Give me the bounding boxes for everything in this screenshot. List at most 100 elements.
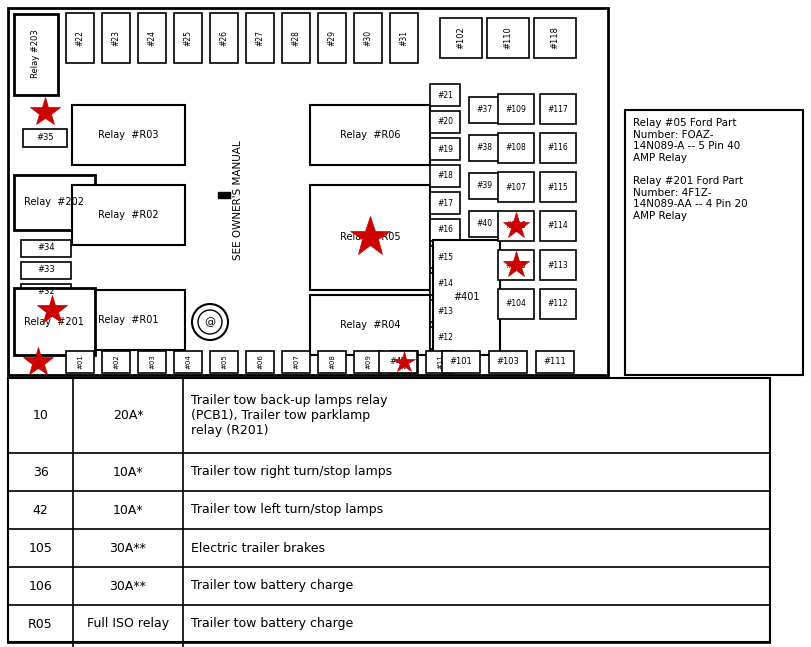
Bar [72,185,185,245]
Text: 106: 106 [28,580,53,593]
Bar [540,133,576,163]
Text: #26: #26 [220,30,229,46]
Text: #107: #107 [505,182,526,192]
Bar [430,219,460,241]
Bar [246,351,274,373]
Bar [540,289,576,319]
Text: #35: #35 [36,133,54,142]
Text: #18: #18 [437,171,453,181]
Text: #25: #25 [183,30,192,46]
Bar [498,172,534,202]
Text: #15: #15 [437,252,453,261]
Text: #38: #38 [476,144,492,153]
Bar [21,283,71,300]
Bar [21,261,71,278]
Bar [534,18,576,58]
Text: Trailer tow battery charge: Trailer tow battery charge [191,580,354,593]
Bar [433,240,500,355]
Text: #02: #02 [113,355,119,369]
Bar [310,295,430,355]
Bar [138,13,166,63]
Text: #22: #22 [75,30,84,46]
Text: #08: #08 [329,355,335,369]
Text: Relay  #R01: Relay #R01 [98,315,158,325]
Text: Relay  #202: Relay #202 [24,197,84,207]
Bar [540,250,576,280]
Bar [210,351,238,373]
Text: #104: #104 [505,300,526,309]
Bar [498,133,534,163]
Text: #17: #17 [437,199,453,208]
Text: #07: #07 [293,355,299,369]
Bar [72,105,185,165]
Bar [174,13,202,63]
Text: Trailer tow back-up lamps relay
(PCB1), Trailer tow parklamp
relay (R201): Trailer tow back-up lamps relay (PCB1), … [191,394,388,437]
Text: #13: #13 [437,307,453,316]
Text: 30A**: 30A** [109,580,147,593]
Bar [14,14,58,95]
Bar [442,351,480,373]
Text: #28: #28 [291,30,301,46]
Text: #40: #40 [476,219,492,228]
Bar [8,8,608,375]
Bar [174,351,202,373]
Text: #109: #109 [505,105,526,113]
Bar [282,351,310,373]
Text: 10A*: 10A* [113,465,144,479]
Text: #20: #20 [437,118,453,127]
Circle shape [198,310,222,334]
Text: 10A*: 10A* [113,503,144,516]
Bar [489,351,527,373]
Text: #24: #24 [148,30,157,46]
Text: #39: #39 [476,182,492,190]
Bar [354,351,382,373]
Bar [487,18,529,58]
Text: #116: #116 [547,144,569,153]
Text: #110: #110 [504,27,513,49]
Bar [318,13,346,63]
Bar [430,165,460,187]
Text: Electric trailer brakes: Electric trailer brakes [191,542,325,554]
Bar [498,250,534,280]
Bar [469,135,499,161]
Bar [540,211,576,241]
Bar [498,289,534,319]
Bar [390,351,418,373]
Bar [21,239,71,256]
Text: #34: #34 [37,243,55,252]
Text: #101: #101 [449,358,472,366]
Text: Relay  #201: Relay #201 [24,317,84,327]
Text: #112: #112 [547,300,569,309]
Bar [426,351,454,373]
Text: Relay  #R04: Relay #R04 [340,320,401,330]
Text: @: @ [204,317,216,327]
Bar [430,192,460,214]
Bar [310,105,430,165]
Bar [282,13,310,63]
Text: 20A*: 20A* [113,409,144,422]
Text: Trailer tow battery charge: Trailer tow battery charge [191,617,354,630]
Bar [66,13,94,63]
Text: #12: #12 [437,333,453,342]
Text: #03: #03 [149,355,155,369]
Text: #09: #09 [365,355,371,369]
Text: #117: #117 [547,105,569,113]
Text: SEE OWNER'S MANUAL: SEE OWNER'S MANUAL [233,140,243,260]
Text: #31: #31 [400,30,409,46]
Text: #33: #33 [37,265,55,274]
Text: #23: #23 [111,30,121,46]
Text: R05: R05 [28,617,53,630]
Bar [379,351,417,373]
Text: #27: #27 [255,30,264,46]
Bar [8,378,770,642]
Text: #111: #111 [543,358,566,366]
Bar [625,110,803,375]
Bar [430,138,460,160]
Text: Trailer tow right turn/stop lamps: Trailer tow right turn/stop lamps [191,465,393,479]
Text: 30A**: 30A** [109,542,147,554]
Text: #108: #108 [505,144,526,153]
Text: Relay  #R06: Relay #R06 [340,130,401,140]
Text: Relay #05 Ford Part
Number: FOAZ-
14N089-A -- 5 Pin 40
AMP Relay

Relay #201 For: Relay #05 Ford Part Number: FOAZ- 14N089… [633,118,748,221]
Bar [498,94,534,124]
Text: #103: #103 [496,358,519,366]
